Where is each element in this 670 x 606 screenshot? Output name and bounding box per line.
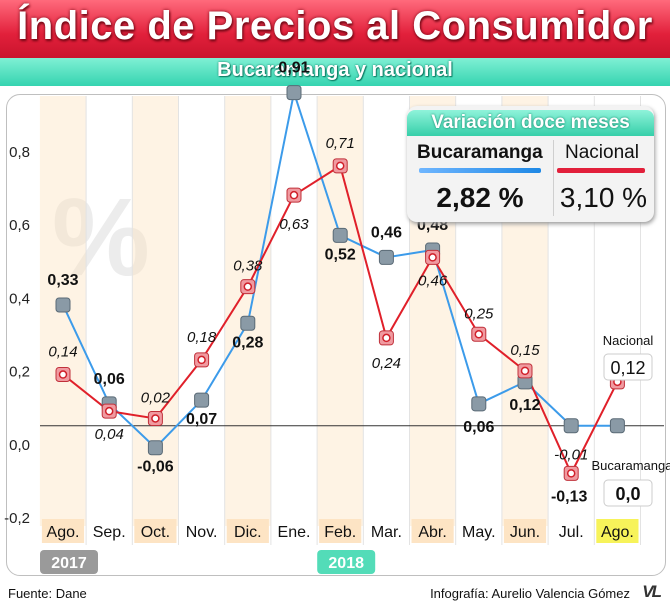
bucaramanga-data-label: -0,06 xyxy=(137,459,174,476)
nacional-point-core xyxy=(428,253,437,262)
bucaramanga-data-label: 0,91 xyxy=(278,60,309,77)
nacional-point-core xyxy=(335,161,345,171)
y-tick-label: 0,4 xyxy=(9,290,30,307)
nacional-data-label: 0,14 xyxy=(48,344,77,361)
x-tick-label: Feb. xyxy=(324,524,356,541)
nacional-annual-value: 3,10 % xyxy=(559,182,648,213)
nacional-data-label: 0,15 xyxy=(510,342,540,359)
credit-note: Infografía: Aurelio Valencia Gómez xyxy=(430,586,630,601)
x-tick-label: Jul. xyxy=(559,524,584,541)
y-tick-label: 0,6 xyxy=(9,217,30,234)
bucaramanga-data-label: 0,52 xyxy=(325,246,356,263)
annual-variation-title: Variación doce meses xyxy=(407,110,654,136)
nacional-point-core xyxy=(566,469,576,478)
bucaramanga-point xyxy=(563,418,579,434)
bucaramanga-annual-value: 2,82 % xyxy=(436,182,524,213)
vl-logo: VL xyxy=(642,582,662,601)
x-tick-label: Sep. xyxy=(93,524,126,541)
nacional-data-label: 0,63 xyxy=(279,216,309,233)
nacional-data-label: 0,71 xyxy=(326,135,355,152)
bucaramanga-point xyxy=(194,392,210,408)
end-label-bucaramanga-box xyxy=(603,479,653,507)
month-label-bg xyxy=(503,519,547,543)
x-tick-label: Oct. xyxy=(141,524,170,541)
x-tick-label: May. xyxy=(462,524,495,541)
y-tick-label: 0,2 xyxy=(9,364,30,381)
year-tag: 2017 xyxy=(51,555,87,572)
end-label-bucaramanga-name: Bucaramanga xyxy=(592,458,670,473)
month-label-bg xyxy=(319,519,362,543)
nacional-point-core xyxy=(520,366,530,376)
x-tick-label: Ago. xyxy=(47,524,80,541)
month-label-bg xyxy=(411,519,454,543)
x-tick-label: Dic. xyxy=(234,524,262,541)
nacional-point-core xyxy=(151,414,160,423)
subtitle-banner xyxy=(0,58,670,86)
bucaramanga-point xyxy=(147,440,163,456)
nacional-data-label: 0,38 xyxy=(233,258,263,275)
nacional-point-core xyxy=(474,330,484,339)
bucaramanga-data-label: 0,06 xyxy=(94,371,125,388)
nacional-point-core xyxy=(243,282,253,291)
nacional-data-label: -0,01 xyxy=(554,446,588,463)
nacional-data-label: 0,18 xyxy=(187,329,217,346)
bucaramanga-point xyxy=(55,297,71,313)
bucaramanga-data-label: 0,06 xyxy=(463,419,494,436)
nacional-point-core xyxy=(104,406,114,416)
page-subtitle: Bucaramanga y nacional xyxy=(217,59,453,81)
percent-watermark: % xyxy=(52,176,150,299)
x-tick-label: Nov. xyxy=(186,524,218,541)
nacional-data-label: 0,46 xyxy=(418,272,448,289)
bucaramanga-point xyxy=(240,315,256,331)
page-title: Índice de Precios al Consumidor xyxy=(17,4,653,48)
nacional-data-label: 0,04 xyxy=(95,426,124,443)
bucaramanga-data-label: 0,07 xyxy=(186,411,217,428)
y-tick-label: 0,0 xyxy=(9,437,30,454)
nacional-point-core xyxy=(58,370,68,379)
nacional-point-core xyxy=(289,190,299,200)
end-label-nacional-box xyxy=(603,353,653,381)
nacional-label: Nacional xyxy=(565,142,639,163)
end-label-bucaramanga-value: 0,0 xyxy=(615,484,640,504)
month-label-bg xyxy=(41,519,85,543)
bucaramanga-data-label: 0,28 xyxy=(232,334,263,351)
year-tag-bg xyxy=(40,550,98,574)
year-tag: 2018 xyxy=(328,555,364,572)
x-tick-label: Ene. xyxy=(278,524,311,541)
x-tick-label: Jun. xyxy=(510,524,540,541)
source-note: Fuente: Dane xyxy=(8,586,87,601)
end-label-nacional-name: Nacional xyxy=(603,333,654,348)
end-label-nacional-value: 0,12 xyxy=(610,358,645,378)
bucaramanga-point xyxy=(609,418,625,434)
nacional-data-label: 0,24 xyxy=(372,355,401,372)
bucaramanga-data-label: 0,46 xyxy=(371,224,402,241)
bucaramanga-legend-line xyxy=(419,168,541,173)
month-label-bg xyxy=(596,519,639,543)
month-label-bg xyxy=(226,519,269,543)
x-tick-label: Ago. xyxy=(601,524,634,541)
bucaramanga-point xyxy=(286,85,302,101)
nacional-data-label: 0,02 xyxy=(141,389,171,406)
nacional-legend-line xyxy=(557,168,645,173)
bucaramanga-label: Bucaramanga xyxy=(417,142,543,163)
nacional-point-core xyxy=(197,355,206,365)
y-tick-label: -0,2 xyxy=(4,510,30,527)
july-bold-label: -0,13 xyxy=(551,488,588,505)
month-label-bg xyxy=(134,519,177,543)
year-tag-bg xyxy=(317,550,376,574)
nacional-data-label: 0,25 xyxy=(464,305,494,322)
bucaramanga-point xyxy=(378,249,394,265)
info-divider xyxy=(553,140,554,216)
title-banner xyxy=(0,0,670,62)
y-tick-label: 0,8 xyxy=(9,144,30,161)
bucaramanga-data-label: 0,12 xyxy=(509,397,540,414)
bucaramanga-data-label: 0,33 xyxy=(47,272,78,289)
annual-variation-box: Variación doce meses Bucaramanga Naciona… xyxy=(407,106,654,222)
nacional-point-core xyxy=(382,333,391,343)
bucaramanga-point xyxy=(471,396,487,412)
x-tick-label: Abr. xyxy=(418,524,446,541)
bucaramanga-point xyxy=(332,227,348,243)
x-tick-label: Mar. xyxy=(371,524,402,541)
